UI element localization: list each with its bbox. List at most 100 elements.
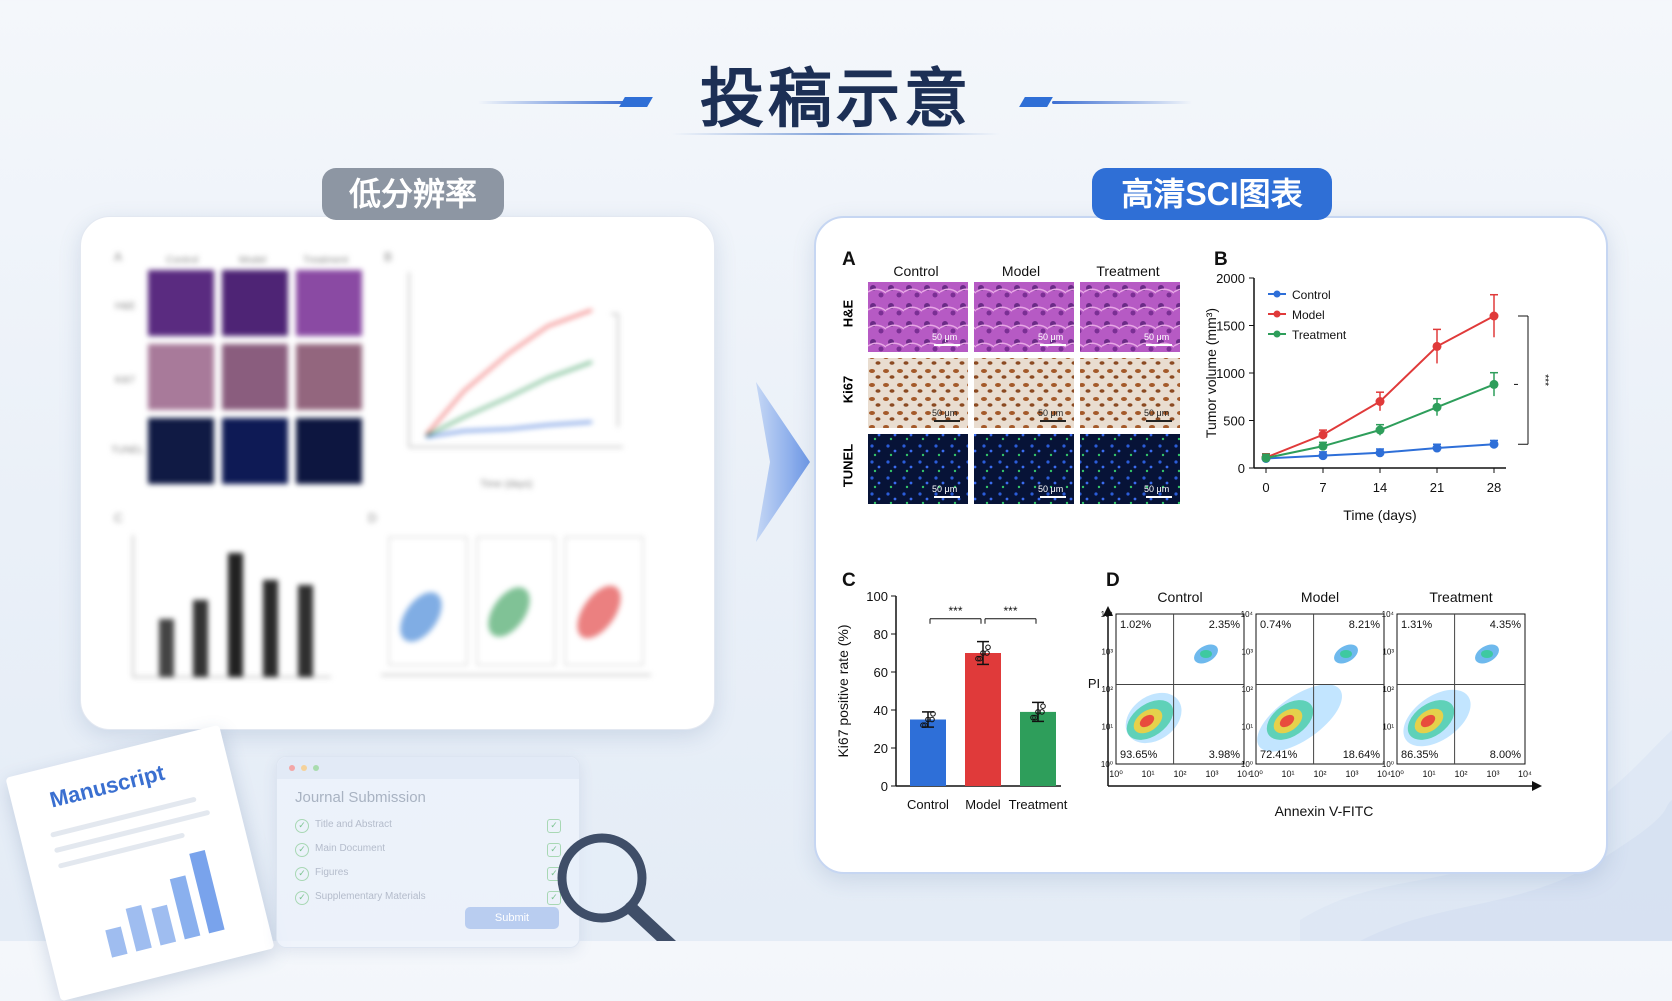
- data-dot: [975, 655, 981, 662]
- checklist-item[interactable]: ✓ Figures ✓: [295, 867, 565, 885]
- background-wave: [1300, 730, 1672, 941]
- x-tick-label: Control: [907, 797, 949, 812]
- panel-b-label: B: [1214, 249, 1228, 270]
- x-tick-label: 10⁴: [1518, 769, 1532, 779]
- quadrant-q1: 1.31%: [1401, 619, 1432, 631]
- high-res-label: 高清SCI图表: [1092, 168, 1332, 220]
- flow-cytometry-panel: PI Annexin V-FITC Control 1.02% 2.35% 93.65% 3…: [1088, 589, 1542, 819]
- y-tick-label: 10¹: [1382, 723, 1394, 732]
- title-right-line: [1052, 101, 1192, 104]
- x-tick-label: 10⁴: [1237, 769, 1251, 779]
- scale-bar-label: 50 μm: [932, 332, 957, 342]
- checklist-item[interactable]: ✓ Supplementary Materials ✓: [295, 891, 565, 909]
- data-point: [1261, 453, 1271, 463]
- x-tick-label: 10⁰: [1109, 769, 1123, 779]
- svg-text:D: D: [368, 511, 377, 525]
- scatter-density: [1481, 650, 1493, 658]
- bar-control: [910, 719, 946, 786]
- data-point: [1318, 441, 1328, 451]
- y-tick-label: 10¹: [1101, 723, 1113, 732]
- y-tick-label: 10²: [1241, 685, 1253, 694]
- svg-text:Treatment: Treatment: [303, 255, 348, 266]
- data-point: [1432, 341, 1442, 351]
- data-point: [1489, 311, 1499, 321]
- data-point: [1375, 397, 1385, 406]
- x-tick-label: 10¹: [1422, 769, 1435, 779]
- data-point: [1432, 443, 1442, 453]
- bar-treatment: [1020, 711, 1056, 786]
- quadrant-q2: 4.35%: [1490, 619, 1521, 631]
- data-point: [1318, 430, 1328, 440]
- x-tick-label: 7: [1319, 480, 1326, 495]
- low-res-figure: A Control Model Treatment H&E Ki67 TUNEL…: [111, 250, 651, 678]
- data-point: [1375, 448, 1385, 458]
- y-tick-label: 10⁴: [1101, 610, 1114, 619]
- magnifier-icon: [557, 833, 677, 941]
- y-tick-label: 100: [866, 589, 888, 604]
- title-left-line: [478, 101, 628, 104]
- scatter-density: [1340, 650, 1352, 658]
- panel-a-col-model: Model: [1001, 263, 1041, 279]
- y-tick-label: 60: [874, 665, 888, 680]
- y-axis-arrow: [1103, 606, 1113, 616]
- checklist-item[interactable]: ✓ Title and Abstract ✓: [295, 819, 565, 837]
- data-dot: [929, 716, 935, 723]
- data-dot: [930, 711, 936, 717]
- x-tick-label: 14: [1373, 480, 1387, 495]
- y-tick-label: 10³: [1241, 648, 1253, 657]
- x-axis-label: Annexin V-FITC: [1275, 803, 1374, 819]
- significance-label: ***: [1003, 604, 1017, 618]
- x-tick-label: 21: [1430, 480, 1444, 495]
- y-tick-label: 0: [1238, 461, 1245, 476]
- panel-a-row-ki67: Ki67: [840, 375, 856, 404]
- y-tick-label: 40: [874, 703, 888, 718]
- quadrant-q3: 72.41%: [1260, 749, 1298, 761]
- scale-bar-label: 50 μm: [1144, 484, 1169, 494]
- legend-marker: [1273, 290, 1281, 298]
- legend-marker: [1273, 310, 1281, 318]
- flow-title: Treatment: [1429, 589, 1492, 605]
- title-underline: [672, 133, 1000, 135]
- scale-bar-label: 50 μm: [1038, 332, 1063, 342]
- manuscript-document: Manuscript: [5, 724, 275, 1001]
- checklist-item-label: Main Document: [315, 843, 386, 854]
- quadrant-q4: 8.00%: [1490, 749, 1521, 761]
- window-max-dot: [313, 765, 319, 771]
- arrow-right-icon: [756, 382, 810, 542]
- data-dot: [1032, 714, 1038, 721]
- x-tick-label: 10³: [1345, 769, 1358, 779]
- y-tick-label: 10⁰: [1101, 760, 1113, 769]
- checklist-item[interactable]: ✓ Main Document ✓: [295, 843, 565, 861]
- scatter-density: [1139, 714, 1155, 728]
- scale-bar-label: 50 μm: [1144, 332, 1169, 342]
- panel-c-label: C: [842, 570, 856, 591]
- x-tick-label: 0: [1262, 480, 1269, 495]
- data-dot: [1030, 714, 1036, 721]
- svg-text:H&E: H&E: [115, 301, 136, 312]
- data-point: [1489, 439, 1499, 449]
- quadrant-q3: 86.35%: [1401, 749, 1439, 761]
- low-res-label: 低分辨率: [322, 168, 504, 220]
- submit-button[interactable]: Submit: [465, 907, 559, 929]
- legend-marker: [1273, 330, 1281, 338]
- panel-a-row-tunel: TUNEL: [840, 443, 856, 488]
- y-tick-label: 1000: [1216, 366, 1245, 381]
- panel-d-label: D: [1106, 570, 1120, 591]
- x-tick-label: 10¹: [1141, 769, 1154, 779]
- checklist-item-label: Supplementary Materials: [315, 891, 426, 902]
- title-right-accent: [1019, 97, 1053, 107]
- data-dot: [977, 655, 983, 662]
- y-tick-label: 10²: [1101, 685, 1113, 694]
- journal-title: Journal Submission: [295, 789, 426, 806]
- quadrant-q1: 0.74%: [1260, 619, 1291, 631]
- low-res-card: A Control Model Treatment H&E Ki67 TUNEL…: [80, 216, 715, 730]
- x-tick-label: 10²: [1454, 769, 1467, 779]
- scale-bar-label: 50 μm: [1144, 408, 1169, 418]
- data-dot: [1035, 709, 1041, 715]
- scatter-density: [1200, 650, 1212, 658]
- checklist-item-label: Figures: [315, 867, 349, 878]
- x-tick-label: Treatment: [1009, 797, 1068, 812]
- x-tick-label: 10²: [1173, 769, 1186, 779]
- x-tick-label: 10²: [1313, 769, 1326, 779]
- page-title: 投稿示意: [700, 63, 972, 135]
